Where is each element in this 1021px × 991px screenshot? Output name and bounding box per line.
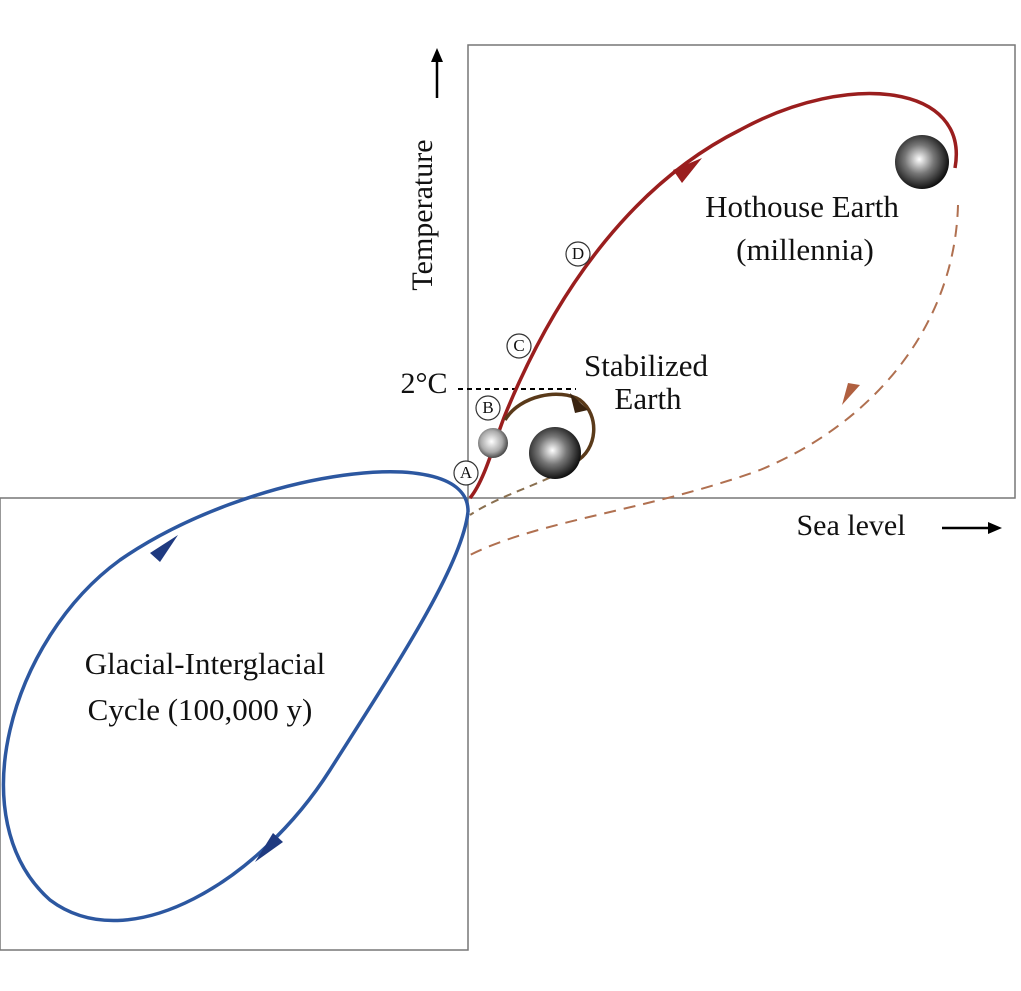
- marker-label: C: [513, 336, 524, 355]
- arrow-head: [570, 393, 588, 413]
- stabilized-path: [503, 392, 596, 464]
- sphere: [895, 135, 949, 189]
- lower-box: [0, 497, 469, 951]
- region-label: Stabilized: [584, 348, 708, 383]
- sphere: [478, 428, 508, 458]
- upper-box: [467, 44, 1016, 499]
- marker-circle: [453, 460, 479, 486]
- arrow-head: [150, 535, 178, 562]
- marker-label: B: [482, 398, 493, 417]
- region-label: Hothouse Earth: [705, 189, 899, 224]
- stabilized-return: [469, 464, 576, 516]
- y-arrow-head: [431, 48, 443, 62]
- glacial-loop: [1, 470, 470, 923]
- sphere: [529, 427, 581, 479]
- arrow-head: [842, 383, 860, 405]
- region-label: Glacial-Interglacial: [85, 646, 325, 681]
- marker-circle: [506, 333, 532, 359]
- region-label: (millennia): [736, 232, 874, 267]
- arrow-head: [255, 833, 283, 862]
- marker-label: A: [460, 463, 473, 482]
- marker-circle: [475, 395, 501, 421]
- x-axis-label: Sea level: [796, 509, 905, 542]
- marker-circle: [565, 241, 591, 267]
- y-axis-label: Temperature: [406, 139, 439, 290]
- return-path: [469, 204, 959, 556]
- marker-label: D: [572, 244, 584, 263]
- x-arrow-head: [988, 522, 1002, 534]
- arrow-head: [673, 158, 702, 183]
- region-label: Cycle (100,000 y): [88, 692, 313, 727]
- region-label: Earth: [614, 381, 682, 416]
- threshold-label: 2°C: [400, 367, 447, 400]
